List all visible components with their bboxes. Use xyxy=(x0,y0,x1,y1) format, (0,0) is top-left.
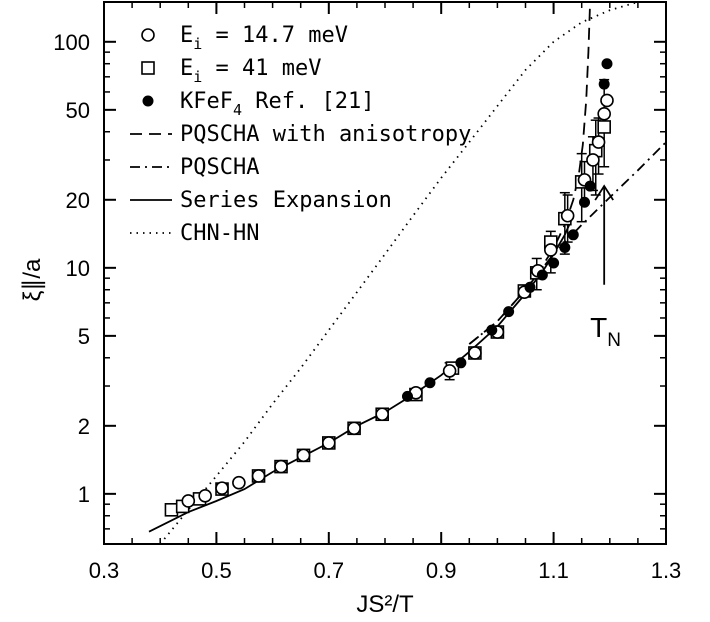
data-point-filled-circle xyxy=(424,377,436,389)
data-point-filled-circle xyxy=(455,357,467,369)
legend-label: Ei = 14.7 meV xyxy=(180,23,348,53)
x-tick-label: 0.5 xyxy=(201,558,232,583)
data-point-filled-circle xyxy=(567,229,579,241)
data-point-open-circle xyxy=(586,153,600,167)
x-tick-label: 1.1 xyxy=(538,558,569,583)
legend-marker-filled-circle xyxy=(142,95,154,107)
data-point-open-circle xyxy=(560,208,575,223)
plot-frame xyxy=(103,1,667,545)
y-tick-label: 5 xyxy=(78,324,90,349)
legend-label: CHN-HN xyxy=(180,221,259,246)
data-point-filled-circle xyxy=(598,78,610,90)
data-point-open-circle xyxy=(181,494,196,508)
legend-marker-open-circle xyxy=(141,28,155,42)
y-axis-label: ξ∥/a xyxy=(19,258,46,301)
y-tick-label: 1 xyxy=(78,482,90,507)
data-point-open-circle xyxy=(543,243,558,257)
data-point-open-circle xyxy=(198,489,212,503)
data-point-filled-circle xyxy=(524,281,536,293)
data-point-open-circle xyxy=(232,475,246,490)
y-tick-label: 20 xyxy=(66,188,90,213)
y-tick-label: 10 xyxy=(66,256,90,281)
data-point-open-circle xyxy=(591,135,606,149)
x-tick-label: 0.3 xyxy=(89,558,120,583)
curve-solid xyxy=(148,215,575,533)
axis-ticks xyxy=(103,2,667,545)
curve-dotted xyxy=(159,2,639,544)
data-point-open-circle xyxy=(442,364,457,378)
data-point-filled-circle xyxy=(536,269,548,281)
data-point-filled-circle xyxy=(579,196,591,208)
legend-label: PQSCHA with anisotropy xyxy=(180,122,471,147)
data-point-open-circle xyxy=(274,459,288,474)
data-point-filled-circle xyxy=(601,58,613,70)
data-point-open-circle xyxy=(347,421,361,436)
data-point-open-circle xyxy=(296,448,311,463)
data-point-open-square xyxy=(164,503,179,517)
data-point-filled-circle xyxy=(548,257,560,269)
data-point-open-circle xyxy=(468,346,482,360)
x-axis-label: JS²/T xyxy=(356,591,414,618)
tn-arrowhead xyxy=(594,184,614,201)
tn-label: TN xyxy=(590,312,621,351)
data-markers xyxy=(164,58,614,517)
data-point-open-circle xyxy=(251,469,266,483)
curves xyxy=(148,2,666,544)
data-point-open-square xyxy=(597,120,611,134)
legend-label: Series Expansion xyxy=(180,188,392,213)
data-point-open-circle xyxy=(375,407,389,422)
data-point-filled-circle xyxy=(559,242,571,254)
data-point-filled-circle xyxy=(584,180,596,192)
data-point-open-circle xyxy=(215,481,229,495)
legend-marker-open-square xyxy=(141,61,155,75)
data-point-filled-circle xyxy=(503,306,515,318)
curve-dashed xyxy=(468,2,591,345)
data-point-open-circle xyxy=(597,107,611,121)
y-tick-label: 2 xyxy=(78,414,90,439)
tick-labels: 0.3 0.5 0.7 0.9 1.1 1.3 1 2 5 10 20 50 100 xyxy=(53,30,681,583)
data-point-filled-circle xyxy=(486,324,498,336)
y-tick-label: 100 xyxy=(53,30,90,55)
x-tick-label: 1.3 xyxy=(651,558,682,583)
curve-dashdot xyxy=(468,141,666,345)
legend-label: KFeF4 Ref. [21] xyxy=(180,89,374,119)
data-point-filled-circle xyxy=(401,390,413,402)
data-point-open-circle xyxy=(600,93,614,108)
legend-label: Ei = 41 meV xyxy=(180,56,322,86)
x-tick-label: 0.7 xyxy=(314,558,345,583)
y-tick-label: 50 xyxy=(66,98,90,123)
x-tick-label: 0.9 xyxy=(426,558,457,583)
annotation-tn: TN xyxy=(590,184,621,351)
data-point-open-circle xyxy=(321,436,336,450)
legend-label: PQSCHA xyxy=(180,155,259,180)
